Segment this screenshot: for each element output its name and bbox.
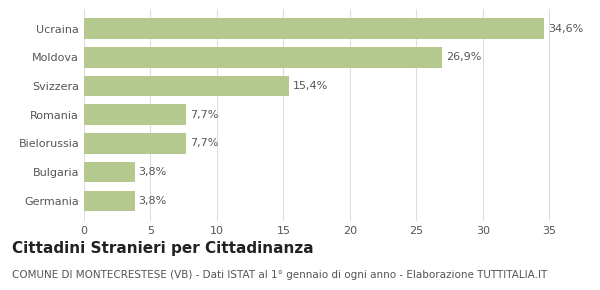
Text: 7,7%: 7,7%: [190, 110, 219, 120]
Bar: [84, 133, 187, 154]
Bar: [84, 47, 442, 68]
Bar: [84, 104, 187, 125]
Bar: [84, 162, 134, 182]
Text: COMUNE DI MONTECRESTESE (VB) - Dati ISTAT al 1° gennaio di ogni anno - Elaborazi: COMUNE DI MONTECRESTESE (VB) - Dati ISTA…: [12, 270, 547, 280]
Text: Cittadini Stranieri per Cittadinanza: Cittadini Stranieri per Cittadinanza: [12, 241, 314, 256]
Text: 3,8%: 3,8%: [139, 196, 167, 206]
Text: 15,4%: 15,4%: [293, 81, 328, 91]
Text: 26,9%: 26,9%: [446, 52, 481, 62]
Bar: [84, 18, 544, 39]
Text: 7,7%: 7,7%: [190, 138, 219, 148]
Bar: [84, 76, 289, 96]
Text: 3,8%: 3,8%: [139, 167, 167, 177]
Bar: [84, 191, 134, 211]
Text: 34,6%: 34,6%: [548, 24, 583, 34]
